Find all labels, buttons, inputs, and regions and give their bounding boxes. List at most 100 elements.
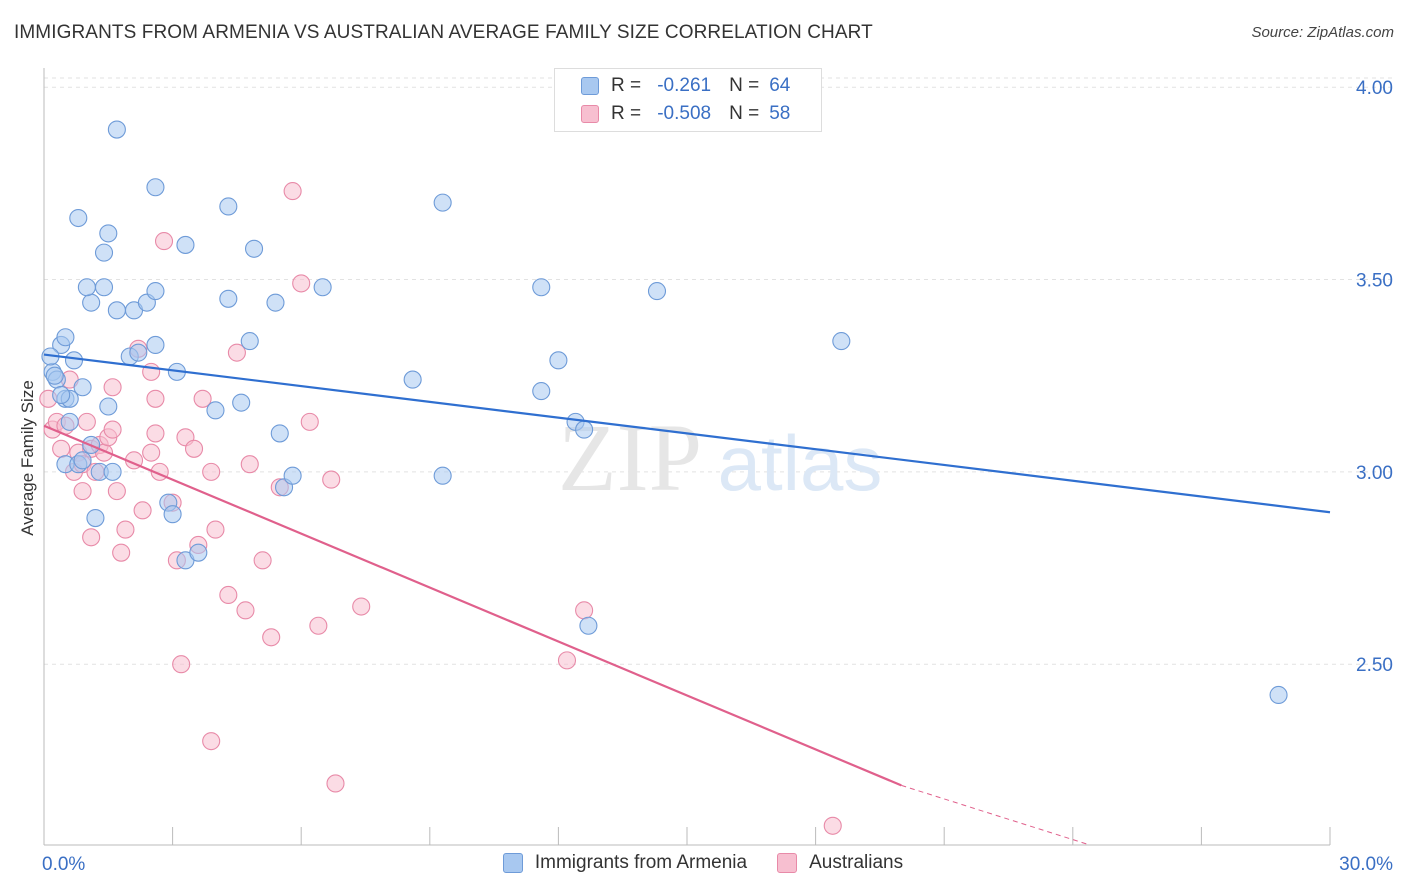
armenia-point bbox=[232, 393, 251, 412]
series-swatch-pink bbox=[777, 853, 798, 873]
armenia-point bbox=[52, 385, 71, 405]
armenia-point bbox=[532, 382, 551, 401]
armenia-point bbox=[433, 466, 452, 485]
legend-n-label: N = bbox=[729, 103, 760, 124]
armenia-point bbox=[433, 193, 452, 212]
watermark-atlas: atlas bbox=[718, 419, 883, 507]
y-tick-label: 2.50 bbox=[1356, 655, 1393, 676]
australians-point bbox=[219, 585, 238, 605]
armenia-point bbox=[73, 378, 92, 397]
australians-trend-extension bbox=[901, 784, 1091, 846]
armenia-point bbox=[1269, 685, 1288, 705]
armenia-point bbox=[94, 278, 114, 297]
australians-point bbox=[309, 616, 328, 635]
legend-n-label: N = bbox=[729, 75, 760, 96]
armenia-point bbox=[107, 301, 126, 320]
australians-point bbox=[283, 182, 302, 201]
legend-swatch-pink bbox=[581, 105, 599, 123]
armenia-point bbox=[176, 235, 195, 254]
armenia-point bbox=[60, 412, 79, 431]
armenia-point bbox=[77, 278, 96, 297]
armenia-point bbox=[575, 420, 594, 439]
legend-r-label: R = bbox=[611, 103, 642, 124]
australians-point bbox=[240, 455, 259, 474]
correlation-legend: R = -0.261 N = 64 R = -0.508 N = 58 bbox=[554, 68, 822, 132]
armenia-point bbox=[146, 178, 165, 197]
australians-point bbox=[557, 651, 577, 670]
series-label-australians: Australians bbox=[809, 852, 904, 873]
australians-point bbox=[202, 732, 221, 751]
australians-point bbox=[262, 628, 281, 647]
australians-point bbox=[202, 462, 221, 481]
y-tick-label: 3.00 bbox=[1356, 463, 1393, 484]
australians-point bbox=[236, 601, 255, 620]
armenia-point bbox=[270, 424, 289, 443]
australians-point bbox=[146, 389, 165, 408]
australians-point bbox=[52, 439, 71, 458]
armenia-point bbox=[240, 332, 259, 351]
armenia-point bbox=[189, 543, 208, 562]
australians-point bbox=[116, 520, 135, 539]
armenia-point bbox=[266, 293, 285, 312]
legend-swatch-blue bbox=[581, 77, 599, 95]
series-legend-australians[interactable]: Australians bbox=[777, 852, 903, 874]
y-tick-label: 3.50 bbox=[1356, 271, 1393, 292]
armenia-point bbox=[45, 366, 64, 385]
chart-title: IMMIGRANTS FROM ARMENIA VS AUSTRALIAN AV… bbox=[14, 22, 873, 43]
armenia-point bbox=[832, 332, 851, 351]
australians-point bbox=[227, 343, 246, 362]
armenia-point bbox=[647, 282, 667, 301]
armenia-point bbox=[532, 278, 551, 297]
australians-point bbox=[184, 439, 204, 458]
armenia-point bbox=[206, 401, 225, 420]
x-tick-label: 30.0% bbox=[1339, 854, 1393, 875]
armenia-point bbox=[107, 120, 126, 139]
australians-point bbox=[77, 412, 96, 431]
armenia-point bbox=[99, 224, 118, 243]
australians-point bbox=[146, 424, 165, 443]
armenia-point bbox=[146, 335, 165, 355]
x-tick-label: 0.0% bbox=[42, 854, 85, 875]
series-legend: Immigrants from Armenia Australians bbox=[0, 852, 1406, 874]
australians-point bbox=[82, 528, 101, 547]
armenia-point bbox=[283, 466, 302, 485]
armenia-point bbox=[73, 451, 92, 470]
australians-point bbox=[103, 420, 122, 439]
australians-point bbox=[112, 543, 131, 562]
legend-row-armenia: R = -0.261 N = 64 bbox=[581, 75, 790, 97]
series-legend-armenia[interactable]: Immigrants from Armenia bbox=[502, 852, 747, 874]
australians-point bbox=[300, 412, 319, 431]
legend-n-value: 64 bbox=[769, 75, 791, 96]
australians-point bbox=[193, 389, 212, 408]
y-tick-label: 4.00 bbox=[1356, 78, 1393, 99]
australians-point bbox=[103, 378, 122, 397]
armenia-point bbox=[549, 351, 568, 370]
legend-n-value: 58 bbox=[769, 103, 791, 124]
armenia-point bbox=[86, 508, 105, 528]
series-swatch-blue bbox=[502, 853, 523, 873]
australians-trend-line bbox=[43, 424, 902, 787]
armenia-point bbox=[56, 328, 75, 347]
australians-point bbox=[154, 232, 174, 251]
armenia-point bbox=[94, 243, 114, 262]
armenia-trend-line bbox=[43, 353, 1331, 514]
armenia-point bbox=[103, 462, 122, 481]
australians-point bbox=[823, 816, 842, 835]
legend-r-value: -0.508 bbox=[657, 103, 712, 124]
australians-point bbox=[107, 482, 126, 501]
armenia-point bbox=[219, 197, 238, 216]
armenia-point bbox=[244, 239, 264, 258]
armenia-point bbox=[579, 616, 598, 635]
armenia-point bbox=[146, 282, 165, 301]
legend-row-australians: R = -0.508 N = 58 bbox=[581, 103, 790, 125]
armenia-point bbox=[313, 278, 332, 297]
armenia-point bbox=[82, 293, 101, 312]
armenia-point bbox=[129, 343, 148, 362]
australians-point bbox=[172, 655, 191, 674]
australians-point bbox=[322, 470, 341, 489]
armenia-point bbox=[163, 505, 182, 524]
armenia-point bbox=[69, 208, 88, 228]
armenia-point bbox=[219, 289, 238, 308]
australians-point bbox=[253, 551, 272, 570]
